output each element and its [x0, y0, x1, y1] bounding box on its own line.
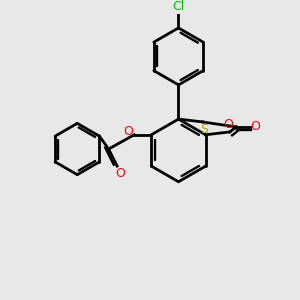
Text: O: O	[224, 118, 233, 131]
Text: O: O	[115, 167, 125, 180]
Text: Cl: Cl	[172, 0, 184, 13]
Text: O: O	[250, 120, 260, 134]
Text: O: O	[124, 125, 134, 138]
Text: S: S	[200, 123, 208, 136]
